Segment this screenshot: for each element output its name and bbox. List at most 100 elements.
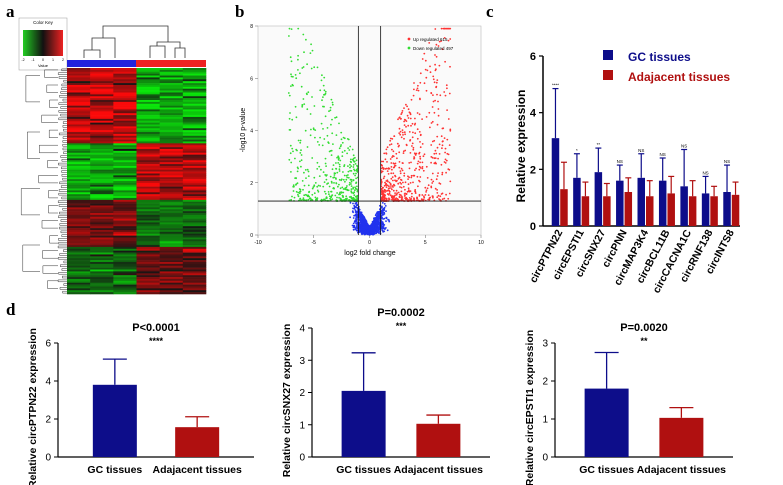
heatmap-cell xyxy=(182,220,207,223)
volcano-point-down xyxy=(323,190,326,193)
heatmap-cell xyxy=(159,75,184,78)
volcano-point-up xyxy=(429,126,431,129)
volcano-point-down xyxy=(299,139,302,142)
volcano-point-down xyxy=(320,122,323,125)
heatmap-cell xyxy=(136,192,160,195)
heatmap-cell xyxy=(136,288,160,291)
heatmap-cell xyxy=(159,241,184,244)
heatmap-cell xyxy=(136,205,160,208)
volcano-point-up xyxy=(432,100,435,103)
heatmap-cell xyxy=(90,162,114,165)
heatmap-cell xyxy=(90,103,114,106)
heatmap-cell xyxy=(182,141,207,144)
heatmap-cell xyxy=(136,196,160,199)
volcano-point-down xyxy=(353,168,355,171)
volcano-point-up xyxy=(389,194,392,197)
volcano-point-down xyxy=(325,197,327,200)
heatmap-cell xyxy=(182,68,207,71)
heatmap-cell xyxy=(159,137,184,140)
heatmap-cell xyxy=(136,235,160,238)
volcano-point-down xyxy=(338,196,340,199)
heatmap-cell xyxy=(90,158,114,161)
heatmap-cell xyxy=(67,231,91,235)
volcano-point-down xyxy=(289,56,292,59)
volcano-point-down xyxy=(339,191,342,194)
heatmap-cell xyxy=(90,280,114,283)
heatmap-cell xyxy=(136,156,160,159)
volcano-point-up xyxy=(383,189,386,191)
volcano-point-up xyxy=(381,193,383,196)
volcano-point-up xyxy=(381,190,384,192)
volcano-point-up xyxy=(392,189,395,192)
heatmap-cell xyxy=(90,81,114,84)
volcano-point-up xyxy=(401,129,404,132)
volcano-point-up xyxy=(399,172,402,175)
heatmap-cell xyxy=(182,169,207,172)
heatmap-cell xyxy=(90,94,114,97)
heatmap-cell xyxy=(113,147,137,150)
volcano-point-up xyxy=(437,194,440,197)
volcano-point-up xyxy=(436,93,438,96)
heatmap-cell xyxy=(159,122,184,125)
heatmap-cell xyxy=(67,246,91,250)
heatmap-cell xyxy=(113,252,137,255)
heatmap-cell xyxy=(113,269,137,272)
heatmap-cell xyxy=(113,152,137,155)
heatmap-cell xyxy=(113,175,137,178)
volcano-point-up xyxy=(394,192,396,195)
heatmap-cell xyxy=(113,261,137,265)
heatmap-cell xyxy=(67,216,91,219)
volcano-point-up xyxy=(392,150,395,153)
panel-d-pvalue: P=0.0020 xyxy=(620,322,667,334)
volcano-point-up xyxy=(404,149,407,152)
volcano-point-up xyxy=(400,194,402,197)
volcano-point-up xyxy=(407,175,409,178)
volcano-point-down xyxy=(350,183,352,185)
heatmap-cell xyxy=(159,235,184,238)
heatmap-cell xyxy=(67,103,91,106)
volcano-point-ns xyxy=(356,224,358,227)
volcano-point-up xyxy=(414,117,416,120)
heatmap-cell xyxy=(113,69,137,73)
heatmap-cell xyxy=(159,90,184,93)
heatmap-cell xyxy=(159,130,184,133)
heatmap-cell xyxy=(113,77,137,80)
panel-c-significance: NS xyxy=(702,170,708,175)
volcano-point-down xyxy=(312,186,315,189)
volcano-point-up xyxy=(409,182,412,184)
heatmap-cell xyxy=(182,81,207,84)
volcano-point-up xyxy=(423,153,426,156)
heatmap-cell xyxy=(159,175,184,178)
heatmap-cell xyxy=(182,103,207,106)
heatmap-cell xyxy=(67,69,91,73)
heatmap-cell xyxy=(182,246,207,250)
volcano-point-ns xyxy=(360,220,363,223)
volcano-point-down xyxy=(316,185,319,188)
volcano-point-ns xyxy=(352,222,355,225)
volcano-point-up xyxy=(388,144,391,146)
volcano-point-down xyxy=(341,186,344,189)
volcano-point-up xyxy=(388,197,390,200)
volcano-point-ns xyxy=(356,226,359,229)
heatmap-cell xyxy=(182,90,207,93)
heatmap-cell xyxy=(136,90,160,93)
heatmap-cell xyxy=(67,158,91,161)
panel-d-ytick-label: 1 xyxy=(299,420,305,431)
heatmap-cell xyxy=(182,148,207,152)
heatmap-cell xyxy=(136,194,160,197)
heatmap-cell xyxy=(90,224,114,227)
volcano-point-down xyxy=(331,103,334,106)
volcano-point-up xyxy=(414,191,417,193)
heatmap-cell xyxy=(113,239,137,242)
volcano-point-down xyxy=(345,195,348,198)
volcano-point-down xyxy=(316,161,319,164)
volcano-point-up xyxy=(437,114,440,117)
volcano-point-up xyxy=(426,177,429,179)
heatmap-cell xyxy=(90,133,114,137)
volcano-point-down xyxy=(352,166,355,168)
volcano-point-ns xyxy=(383,203,386,205)
heatmap-cell xyxy=(159,277,184,280)
heatmap-cell xyxy=(182,214,207,218)
volcano-point-ns xyxy=(356,223,358,226)
heatmap-cell xyxy=(67,260,91,263)
